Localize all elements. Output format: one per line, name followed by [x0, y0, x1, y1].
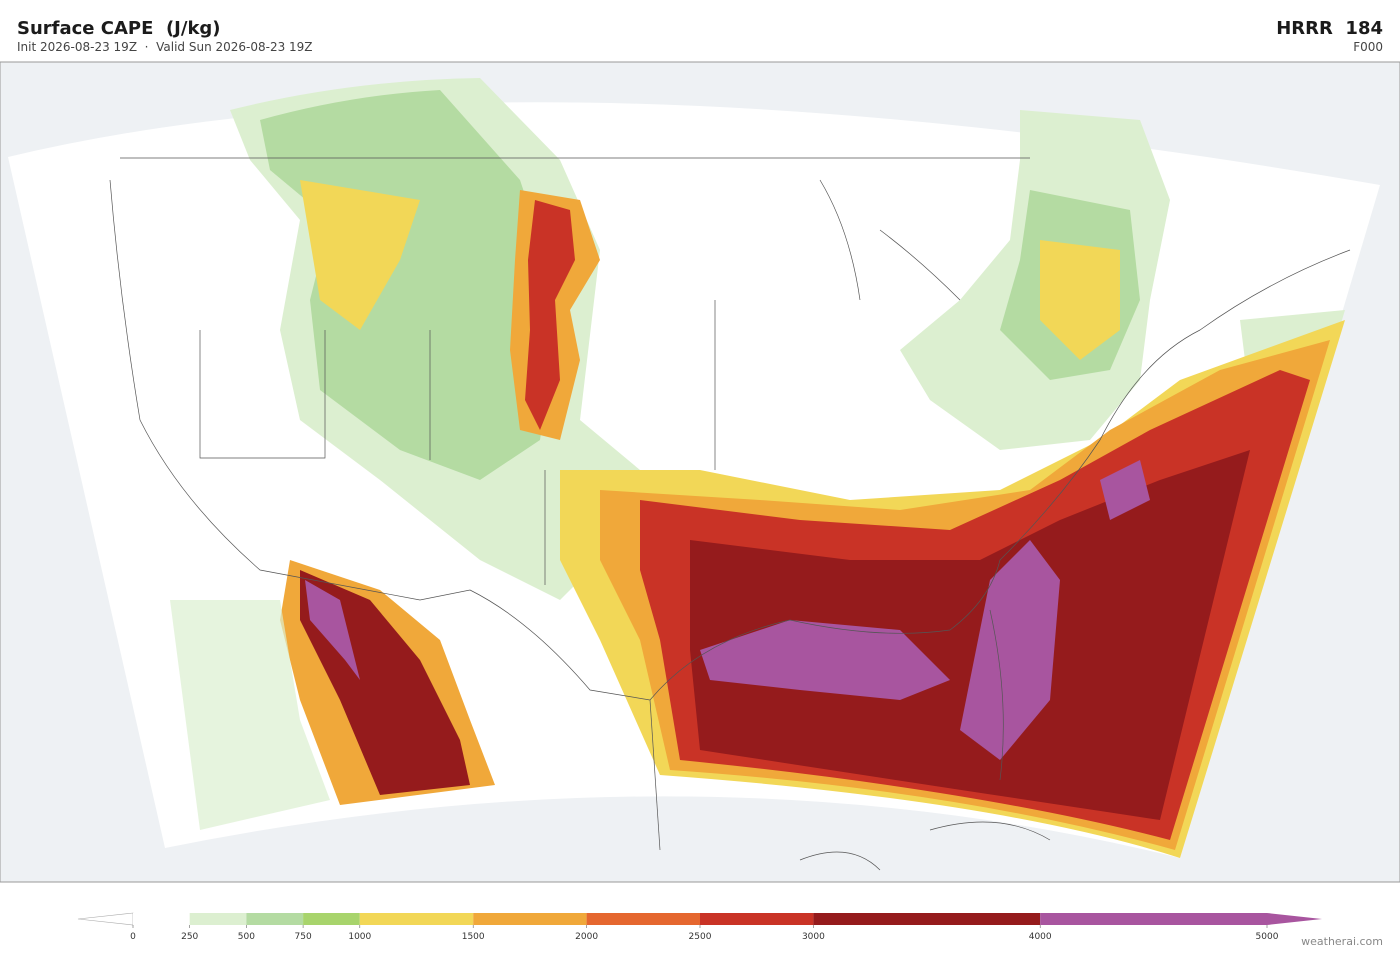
colorbar-over	[1267, 913, 1322, 925]
colorbar-tick-label: 4000	[1029, 932, 1052, 942]
colorbar: 0 250 500 750 1000 1500 2000 2500 3000 4000 5000	[77, 912, 1322, 942]
colorbar-tick-label: 250	[181, 932, 198, 942]
colorbar-segment	[359, 913, 474, 925]
colorbar-segment	[303, 913, 360, 925]
map	[0, 61, 1400, 883]
colorbar-under	[77, 912, 134, 926]
forecast-hour: F000	[1353, 40, 1383, 54]
colorbar-segment	[133, 913, 190, 925]
subtitle: Init 2026-08-23 19Z · Valid Sun 2026-08-…	[17, 40, 313, 54]
colorbar-tick-label: 5000	[1256, 932, 1279, 942]
colorbar-segment	[813, 913, 1041, 925]
colorbar-segment	[700, 913, 814, 925]
colorbar-segment	[189, 913, 247, 925]
colorbar-tick-label: 2500	[689, 932, 712, 942]
colorbar-tick-label: 1000	[348, 932, 371, 942]
colorbar-segment	[1040, 913, 1267, 925]
credit: weatherai.com	[1301, 935, 1383, 948]
colorbar-tick-label: 500	[238, 932, 255, 942]
colorbar-tick-label: 1500	[462, 932, 485, 942]
colorbar-segment	[246, 913, 304, 925]
colorbar-tick-label: 0	[130, 932, 136, 942]
colorbar-tick-label: 750	[295, 932, 312, 942]
colorbar-segment	[473, 913, 587, 925]
colorbar-segment	[586, 913, 700, 925]
colorbar-tick-label: 2000	[575, 932, 598, 942]
title: Surface CAPE (J/kg)	[17, 18, 221, 39]
colorbar-tick-label: 3000	[802, 932, 825, 942]
model: HRRR 184	[1276, 18, 1383, 39]
